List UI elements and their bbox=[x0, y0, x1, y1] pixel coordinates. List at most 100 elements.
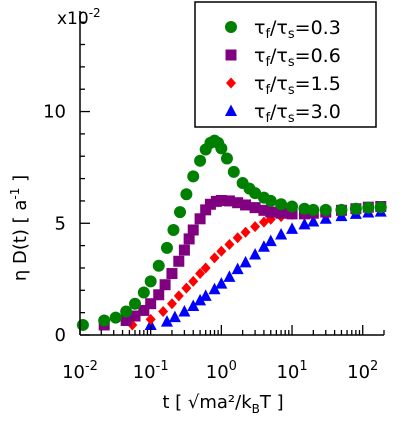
data-point-triangle bbox=[187, 299, 200, 311]
series-3 bbox=[144, 205, 387, 330]
data-point-triangle bbox=[257, 240, 270, 252]
data-point-circle bbox=[98, 314, 111, 327]
x-tick-label: 10-1 bbox=[133, 359, 169, 383]
legend-label-part: =0.3 bbox=[295, 17, 341, 39]
x-tick-label-base: 10 bbox=[276, 362, 299, 383]
data-point-triangle bbox=[160, 315, 173, 327]
data-point-triangle bbox=[286, 222, 299, 234]
legend-label-part: s bbox=[288, 27, 295, 42]
data-point-diamond bbox=[145, 313, 156, 325]
data-point-circle bbox=[264, 194, 277, 207]
data-point-circle bbox=[194, 154, 207, 167]
y-axis-label-exponent: -1 bbox=[8, 188, 22, 200]
data-point-triangle bbox=[208, 282, 221, 295]
data-point-diamond bbox=[209, 252, 220, 264]
x-tick-label-base: 10 bbox=[62, 362, 85, 383]
y-tick-label: 5 bbox=[55, 213, 66, 234]
x-tick-label: 102 bbox=[347, 359, 378, 383]
data-point-square bbox=[129, 310, 141, 322]
data-point-circle bbox=[298, 202, 311, 215]
legend-frame bbox=[194, 1, 377, 128]
legend-label-part: f bbox=[265, 55, 270, 70]
legend-label-part: =1.5 bbox=[295, 73, 341, 95]
data-point-diamond bbox=[166, 298, 177, 310]
data-point-diamond bbox=[240, 226, 251, 238]
series-0 bbox=[76, 134, 387, 331]
legend-items: τf/τs=0.3τf/τs=0.6τf/τs=1.5τf/τs=3.0 bbox=[225, 17, 341, 126]
data-point-square bbox=[159, 279, 171, 291]
legend-label-part: s bbox=[288, 111, 295, 126]
data-point-triangle bbox=[264, 234, 277, 247]
data-point-circle bbox=[335, 203, 348, 216]
data-point-circle bbox=[286, 200, 299, 213]
x-tick-label-exponent: 0 bbox=[229, 359, 237, 374]
data-point-triangle bbox=[239, 255, 252, 268]
data-point-circle bbox=[349, 202, 362, 215]
data-point-square bbox=[178, 244, 190, 256]
legend-label: τf/τs=0.3 bbox=[254, 17, 341, 42]
legend-label-part: /τ bbox=[270, 45, 288, 67]
data-point-square bbox=[166, 268, 178, 280]
legend-label-part: f bbox=[265, 83, 270, 98]
legend-label-part: τ bbox=[254, 101, 265, 123]
legend-marker-triangle bbox=[225, 104, 237, 116]
data-point-circle bbox=[215, 142, 228, 155]
legend-label-part: f bbox=[265, 27, 270, 42]
x-axis-label: t [ √ma²/kBT ] bbox=[162, 392, 283, 416]
data-point-square bbox=[138, 304, 150, 316]
legend-label-part: /τ bbox=[270, 17, 288, 39]
data-point-diamond bbox=[181, 282, 192, 294]
data-point-circle bbox=[174, 206, 187, 219]
data-point-triangle bbox=[307, 214, 320, 227]
data-point-square bbox=[153, 289, 165, 301]
data-point-diamond bbox=[200, 262, 211, 274]
x-tick-label-base: 10 bbox=[206, 362, 229, 383]
data-point-circle bbox=[120, 305, 133, 318]
legend-label-part: τ bbox=[254, 17, 265, 39]
x-tick-label-exponent: 1 bbox=[299, 359, 307, 374]
data-point-square bbox=[194, 213, 206, 225]
data-point-circle bbox=[144, 275, 157, 288]
data-point-square bbox=[286, 208, 298, 220]
legend-label: τf/τs=0.6 bbox=[254, 45, 341, 70]
legend-entry-3: τf/τs=3.0 bbox=[225, 101, 341, 126]
data-point-circle bbox=[167, 223, 180, 236]
data-point-triangle bbox=[298, 217, 311, 230]
data-point-square bbox=[265, 206, 277, 218]
data-point-square bbox=[249, 202, 261, 214]
legend-label-part: τ bbox=[254, 73, 265, 95]
data-point-diamond bbox=[250, 221, 261, 233]
data-point-diamond bbox=[188, 275, 199, 287]
data-point-square bbox=[120, 314, 132, 326]
x-tick-label-exponent: 2 bbox=[370, 359, 378, 374]
legend-label: τf/τs=1.5 bbox=[254, 73, 341, 98]
data-point-triangle bbox=[194, 293, 207, 306]
data-point-circle bbox=[227, 165, 240, 178]
series-layer bbox=[76, 134, 387, 331]
data-point-triangle bbox=[199, 289, 212, 301]
x-tick-label-base: 10 bbox=[347, 362, 370, 383]
data-point-diamond bbox=[173, 290, 184, 302]
data-point-circle bbox=[374, 201, 387, 214]
data-point-square bbox=[173, 255, 185, 267]
data-point-circle bbox=[76, 318, 89, 331]
data-point-circle bbox=[129, 297, 142, 310]
x-tick-label-exponent: -2 bbox=[85, 359, 98, 374]
data-point-circle bbox=[362, 201, 375, 214]
x-tick-label-base: 10 bbox=[133, 362, 156, 383]
legend-marker-diamond bbox=[226, 77, 236, 89]
legend-marker-square bbox=[225, 49, 237, 61]
data-point-square bbox=[232, 197, 244, 209]
data-point-circle bbox=[187, 170, 200, 183]
data-point-triangle bbox=[223, 270, 236, 282]
legend-label-part: s bbox=[288, 55, 295, 70]
legend-label-part: =0.6 bbox=[295, 45, 341, 67]
legend-entry-0: τf/τs=0.3 bbox=[225, 17, 341, 42]
data-point-triangle bbox=[275, 227, 288, 240]
data-point-triangle bbox=[168, 310, 181, 323]
data-point-square bbox=[240, 199, 252, 211]
data-point-square bbox=[145, 298, 157, 310]
y-tick-label: 0 bbox=[55, 325, 66, 346]
